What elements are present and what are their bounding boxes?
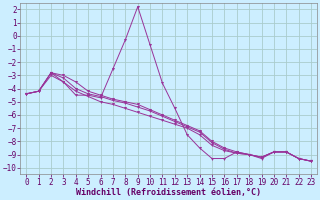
X-axis label: Windchill (Refroidissement éolien,°C): Windchill (Refroidissement éolien,°C) (76, 188, 261, 197)
